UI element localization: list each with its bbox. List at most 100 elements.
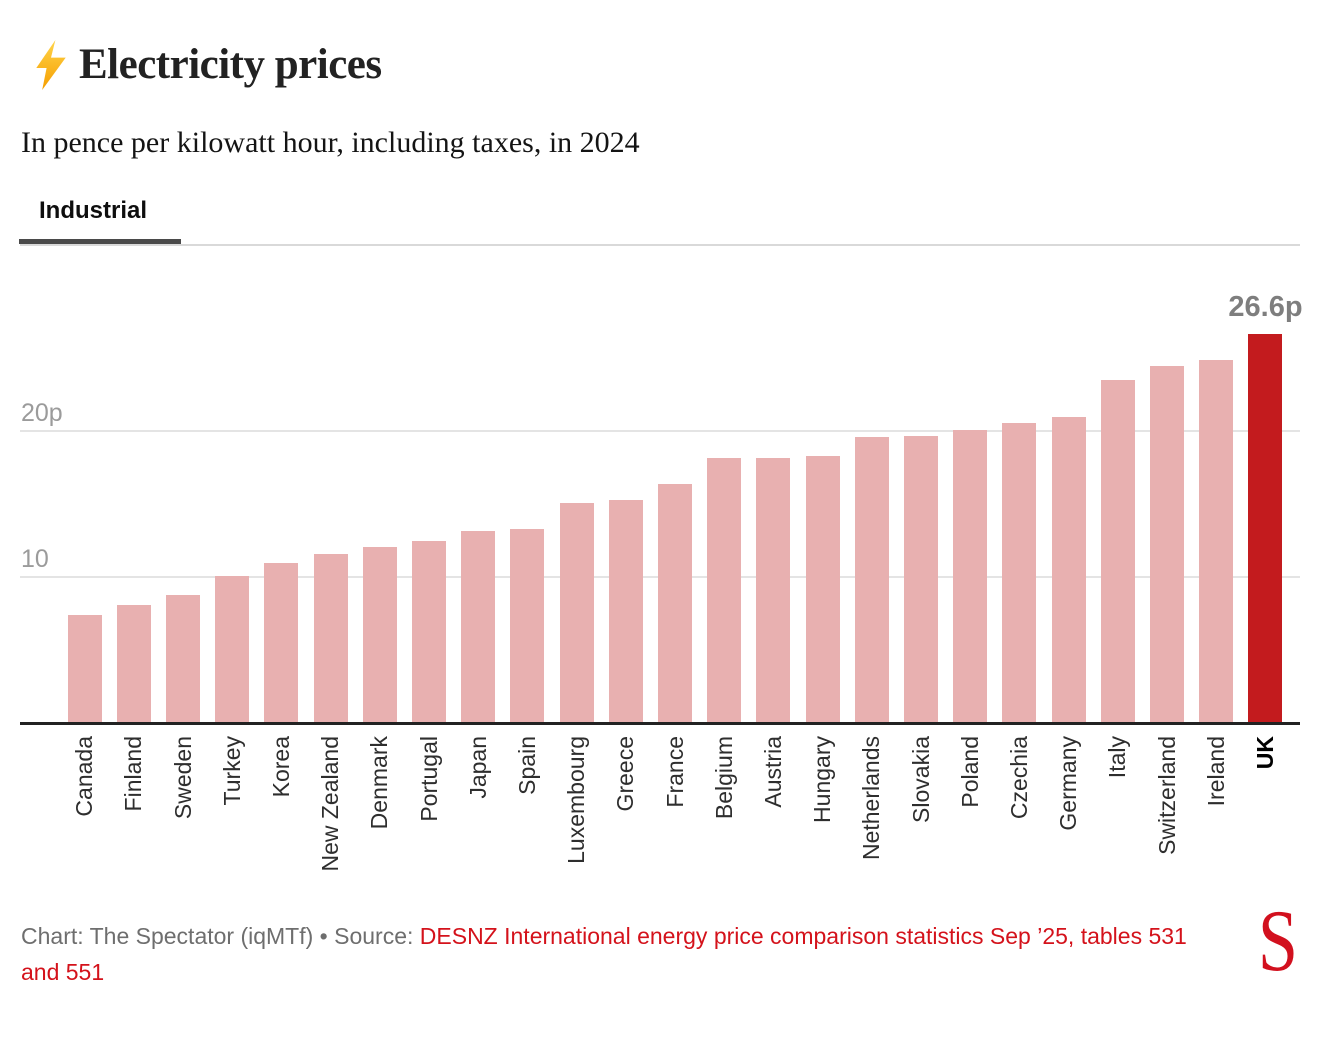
bar-slovakia[interactable] xyxy=(904,435,939,722)
x-label-column-luxembourg: Luxembourg xyxy=(552,736,601,921)
bar-france[interactable] xyxy=(658,484,693,722)
bar-column-greece xyxy=(601,260,650,722)
bar-uk[interactable] xyxy=(1248,333,1283,722)
bar-portugal[interactable] xyxy=(412,540,447,722)
x-label-luxembourg: Luxembourg xyxy=(563,736,590,864)
x-label-column-greece: Greece xyxy=(601,736,650,921)
bar-column-ireland xyxy=(1192,260,1241,722)
x-label-column-belgium: Belgium xyxy=(700,736,749,921)
x-label-column-germany: Germany xyxy=(1044,736,1093,921)
bar-czechia[interactable] xyxy=(1002,422,1037,722)
page-title: Electricity prices xyxy=(79,41,382,89)
bar-column-turkey xyxy=(208,260,257,722)
bar-column-korea xyxy=(257,260,306,722)
bar-new-zealand[interactable] xyxy=(313,554,348,722)
bar-column-austria xyxy=(749,260,798,722)
bar-column-new-zealand xyxy=(306,260,355,722)
bar-netherlands[interactable] xyxy=(854,437,889,722)
bar-switzerland[interactable] xyxy=(1150,365,1185,722)
bar-greece[interactable] xyxy=(608,500,643,722)
bar-column-japan xyxy=(454,260,503,722)
bar-column-czechia xyxy=(995,260,1044,722)
bar-column-france xyxy=(650,260,699,722)
bar-sweden[interactable] xyxy=(166,594,200,722)
bar-column-belgium xyxy=(700,260,749,722)
x-label-column-czechia: Czechia xyxy=(995,736,1044,921)
x-label-column-new-zealand: New Zealand xyxy=(306,736,355,921)
x-label-column-sweden: Sweden xyxy=(158,736,207,921)
value-label-uk: 26.6p xyxy=(1228,290,1303,323)
bar-austria[interactable] xyxy=(756,457,791,722)
bar-denmark[interactable] xyxy=(362,546,397,722)
bar-column-hungary xyxy=(798,260,847,722)
bar-column-switzerland xyxy=(1142,260,1191,722)
bar-ireland[interactable] xyxy=(1199,359,1234,722)
bar-column-slovakia xyxy=(896,260,945,722)
bar-germany[interactable] xyxy=(1051,416,1086,722)
chart-footer: Chart: The Spectator (iqMTf) • Source: D… xyxy=(21,918,1211,990)
bar-column-uk: 26.6p xyxy=(1228,260,1303,722)
bar-poland[interactable] xyxy=(953,430,988,722)
bar-column-germany xyxy=(1044,260,1093,722)
bar-belgium[interactable] xyxy=(707,457,742,722)
x-label-switzerland: Switzerland xyxy=(1153,736,1180,855)
x-label-poland: Poland xyxy=(956,736,983,808)
tab-industrial[interactable]: Industrial xyxy=(39,197,148,224)
bar-canada[interactable] xyxy=(67,615,102,722)
x-label-denmark: Denmark xyxy=(366,736,393,830)
bar-column-canada xyxy=(60,260,109,722)
bar-column-spain xyxy=(503,260,552,722)
bar-column-finland xyxy=(109,260,158,722)
x-label-column-slovakia: Slovakia xyxy=(896,736,945,921)
bar-column-italy xyxy=(1093,260,1142,722)
lightning-bolt-icon xyxy=(33,40,69,90)
x-label-italy: Italy xyxy=(1104,736,1131,779)
x-label-column-korea: Korea xyxy=(257,736,306,921)
x-label-turkey: Turkey xyxy=(218,736,245,806)
x-label-column-poland: Poland xyxy=(946,736,995,921)
bar-korea[interactable] xyxy=(264,562,299,722)
bar-luxembourg[interactable] xyxy=(559,503,594,722)
bar-column-denmark xyxy=(355,260,404,722)
spectator-logo[interactable]: S xyxy=(1257,893,1299,990)
x-label-portugal: Portugal xyxy=(415,736,442,822)
bar-column-portugal xyxy=(404,260,453,722)
x-label-column-japan: Japan xyxy=(454,736,503,921)
x-label-ireland: Ireland xyxy=(1202,736,1229,807)
x-label-czechia: Czechia xyxy=(1005,736,1032,820)
x-label-japan: Japan xyxy=(464,736,491,799)
bar-hungary[interactable] xyxy=(805,456,840,722)
bar-column-netherlands xyxy=(847,260,896,722)
x-label-column-portugal: Portugal xyxy=(404,736,453,921)
x-label-greece: Greece xyxy=(612,736,639,812)
x-label-column-france: France xyxy=(650,736,699,921)
bar-spain[interactable] xyxy=(510,529,545,722)
x-label-new-zealand: New Zealand xyxy=(317,736,344,872)
bar-finland[interactable] xyxy=(116,605,151,722)
x-label-column-canada: Canada xyxy=(60,736,109,921)
x-label-france: France xyxy=(661,736,688,808)
bar-turkey[interactable] xyxy=(215,576,250,722)
x-label-spain: Spain xyxy=(513,736,540,795)
y-tick-label-20: 20p xyxy=(21,399,63,427)
x-label-column-switzerland: Switzerland xyxy=(1142,736,1191,921)
chart-subtitle: In pence per kilowatt hour, including ta… xyxy=(21,126,640,159)
bar-italy[interactable] xyxy=(1100,380,1135,722)
x-label-canada: Canada xyxy=(71,736,98,817)
chart-header: Electricity prices xyxy=(33,40,382,90)
bar-column-luxembourg xyxy=(552,260,601,722)
x-label-column-netherlands: Netherlands xyxy=(847,736,896,921)
x-label-column-spain: Spain xyxy=(503,736,552,921)
source-link[interactable]: DESNZ International energy price compari… xyxy=(21,923,1187,985)
bar-column-poland xyxy=(946,260,995,722)
active-tab-underline xyxy=(19,239,181,244)
x-label-austria: Austria xyxy=(759,736,786,808)
tabs-rule xyxy=(20,244,1300,246)
x-label-netherlands: Netherlands xyxy=(858,736,885,861)
x-label-korea: Korea xyxy=(267,736,294,798)
x-label-column-denmark: Denmark xyxy=(355,736,404,921)
x-label-column-italy: Italy xyxy=(1093,736,1142,921)
chart-credit: Chart: The Spectator (iqMTf) • Source: xyxy=(21,923,420,949)
x-label-column-ireland: Ireland xyxy=(1192,736,1241,921)
bar-japan[interactable] xyxy=(461,530,496,722)
